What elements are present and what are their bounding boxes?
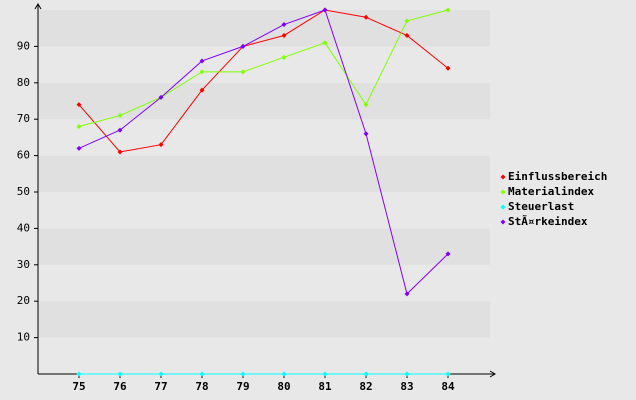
point bbox=[404, 371, 410, 377]
y-tick-label: 90 bbox=[17, 39, 30, 52]
point bbox=[158, 371, 164, 377]
x-tick-label: 78 bbox=[195, 380, 208, 393]
point bbox=[117, 371, 123, 377]
series-line bbox=[78, 9, 449, 295]
point bbox=[240, 43, 246, 49]
legend-label: Materialindex bbox=[508, 185, 594, 198]
series-line bbox=[78, 9, 449, 153]
point bbox=[76, 145, 82, 151]
point bbox=[199, 58, 205, 64]
legend-marker bbox=[500, 204, 506, 210]
grid-band bbox=[38, 192, 490, 229]
point bbox=[117, 149, 123, 155]
point bbox=[281, 371, 287, 377]
x-tick-label: 75 bbox=[72, 380, 85, 393]
grid-band bbox=[38, 301, 490, 338]
point bbox=[404, 18, 410, 24]
point bbox=[322, 371, 328, 377]
point bbox=[199, 87, 205, 93]
point bbox=[240, 69, 246, 75]
y-tick-label: 50 bbox=[17, 185, 30, 198]
grid-band bbox=[38, 119, 490, 156]
legend-label: Steuerlast bbox=[508, 200, 574, 213]
x-tick-label: 77 bbox=[154, 380, 167, 393]
point bbox=[363, 371, 369, 377]
point bbox=[158, 142, 164, 148]
x-tick-label: 76 bbox=[113, 380, 127, 393]
x-tick-label: 81 bbox=[318, 380, 332, 393]
grid-band bbox=[38, 228, 490, 265]
point bbox=[445, 371, 451, 377]
point bbox=[199, 371, 205, 377]
x-tick-label: 84 bbox=[441, 380, 455, 393]
point bbox=[199, 69, 205, 75]
point bbox=[76, 123, 82, 129]
point bbox=[363, 102, 369, 108]
x-tick-label: 79 bbox=[236, 380, 249, 393]
point bbox=[281, 22, 287, 28]
point bbox=[158, 94, 164, 100]
grid-band bbox=[38, 155, 490, 192]
y-tick-label: 80 bbox=[17, 76, 30, 89]
point bbox=[363, 14, 369, 20]
x-axis-arrow bbox=[489, 370, 496, 378]
y-tick-label: 30 bbox=[17, 258, 30, 271]
x-tick-label: 80 bbox=[277, 380, 290, 393]
point bbox=[117, 127, 123, 133]
y-tick-label: 70 bbox=[17, 112, 30, 125]
point bbox=[76, 371, 82, 377]
y-axis-arrow bbox=[34, 3, 42, 10]
grid-band bbox=[38, 82, 490, 120]
point bbox=[322, 7, 328, 13]
point bbox=[322, 40, 328, 46]
legend-marker bbox=[500, 189, 506, 195]
point bbox=[240, 371, 246, 377]
y-tick-label: 60 bbox=[17, 149, 30, 162]
grid-band bbox=[38, 337, 490, 374]
grid-band bbox=[38, 264, 490, 302]
point bbox=[404, 291, 410, 297]
legend-marker bbox=[500, 219, 506, 225]
point bbox=[404, 32, 410, 38]
y-tick-label: 40 bbox=[17, 221, 30, 234]
point bbox=[445, 251, 451, 257]
y-tick-label: 20 bbox=[17, 294, 30, 307]
legend-marker bbox=[500, 174, 506, 180]
x-tick-label: 83 bbox=[400, 380, 413, 393]
point bbox=[117, 113, 123, 119]
legend-label: Einflussbereich bbox=[508, 170, 607, 183]
point bbox=[281, 32, 287, 38]
y-tick-label: 10 bbox=[17, 331, 30, 344]
x-tick-label: 82 bbox=[359, 380, 372, 393]
point bbox=[363, 131, 369, 137]
point bbox=[281, 54, 287, 60]
series-line bbox=[78, 9, 449, 127]
point bbox=[445, 7, 451, 13]
point bbox=[445, 65, 451, 71]
legend-label: StÃ¤rkeindex bbox=[508, 215, 588, 228]
point bbox=[76, 102, 82, 108]
